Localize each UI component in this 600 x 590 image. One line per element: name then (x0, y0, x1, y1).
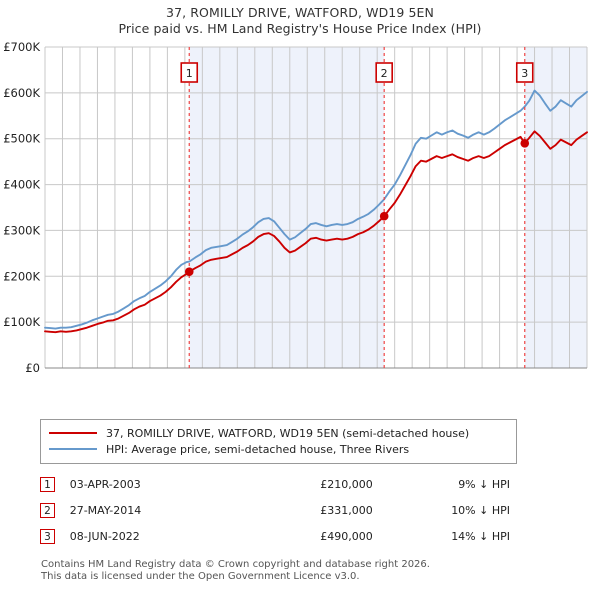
series-line-property (44, 130, 588, 334)
status-badge: 1 (40, 476, 55, 492)
table-row: 3 08-JUN-2022 £490,000 14% ↓ HPI (40, 523, 510, 549)
txn-hpi-delta: 10% ↓ HPI (451, 503, 510, 517)
status-badge: 2 (40, 502, 55, 518)
chart-legend: 37, ROMILLY DRIVE, WATFORD, WD19 5EN (se… (40, 419, 517, 464)
txn-index-cell: 1 (40, 471, 70, 497)
y-axis-tick-label: £100K (3, 315, 40, 329)
shaded-period-1 (189, 47, 385, 368)
marker-badge-box-1[interactable] (180, 62, 199, 83)
marker-badge-box-2[interactable] (375, 62, 393, 83)
txn-date: 03-APR-2003 (69, 477, 141, 491)
legend-swatch-property (49, 432, 97, 434)
txn-hpi-delta: 9% ↓ HPI (458, 477, 510, 491)
series-line-hpi (44, 89, 588, 330)
marker-badge-box-3[interactable] (515, 62, 534, 83)
status-badge: 3 (40, 528, 55, 544)
legend-label-hpi: HPI: Average price, semi-detached house,… (106, 442, 410, 456)
y-axis-tick-label: £700K (3, 40, 40, 54)
marker-badge-label-3: 3 (521, 67, 528, 80)
page-title: 37, ROMILLY DRIVE, WATFORD, WD19 5EN (166, 5, 434, 20)
legend-item-hpi: HPI: Average price, semi-detached house,… (49, 441, 508, 457)
legend-and-table: 37, ROMILLY DRIVE, WATFORD, WD19 5EN (se… (40, 419, 517, 464)
transaction-point-3[interactable] (520, 139, 530, 148)
transaction-point-1[interactable] (184, 267, 194, 276)
y-axis-tick-label: £0 (25, 361, 40, 373)
txn-date: 27-MAY-2014 (69, 503, 142, 517)
legend-swatch-hpi (49, 448, 97, 450)
table-row: 1 03-APR-2003 £210,000 9% ↓ HPI (40, 471, 510, 497)
marker-badge-label-2: 2 (381, 67, 388, 80)
transaction-point-2[interactable] (379, 211, 389, 221)
hpi-price-chart: £0£100K£200K£300K£400K£500K£600K£700K199… (0, 38, 600, 373)
y-axis-tick-label: £300K (3, 223, 40, 237)
transactions-table: 1 03-APR-2003 £210,000 9% ↓ HPI 2 27-MAY… (40, 471, 510, 549)
page-subtitle: Price paid vs. HM Land Registry's House … (118, 21, 482, 36)
chart-title-block: 37, ROMILLY DRIVE, WATFORD, WD19 5EN Pri… (0, 0, 600, 37)
footer-line-2: This data is licensed under the Open Gov… (41, 571, 360, 582)
txn-index-cell: 3 (40, 523, 70, 549)
txn-price: £331,000 (320, 503, 373, 517)
y-axis-tick-label: £400K (3, 178, 40, 192)
footer-attribution: Contains HM Land Registry data © Crown c… (41, 559, 581, 583)
legend-item-property: 37, ROMILLY DRIVE, WATFORD, WD19 5EN (se… (49, 425, 508, 441)
txn-price: £490,000 (320, 529, 373, 543)
txn-index-cell: 2 (40, 497, 70, 523)
y-axis-tick-label: £200K (3, 269, 40, 283)
table-row: 2 27-MAY-2014 £331,000 10% ↓ HPI (40, 497, 510, 523)
chart-canvas: £0£100K£200K£300K£400K£500K£600K£700K199… (3, 40, 588, 373)
txn-hpi-delta: 14% ↓ HPI (451, 529, 510, 543)
marker-badge-label-1: 1 (186, 67, 193, 80)
footer-line-1: Contains HM Land Registry data © Crown c… (41, 559, 430, 570)
legend-label-property: 37, ROMILLY DRIVE, WATFORD, WD19 5EN (se… (106, 426, 470, 440)
txn-price: £210,000 (320, 477, 373, 491)
y-axis-tick-label: £500K (3, 132, 40, 146)
txn-date: 08-JUN-2022 (69, 529, 140, 543)
y-axis-tick-label: £600K (3, 86, 40, 100)
